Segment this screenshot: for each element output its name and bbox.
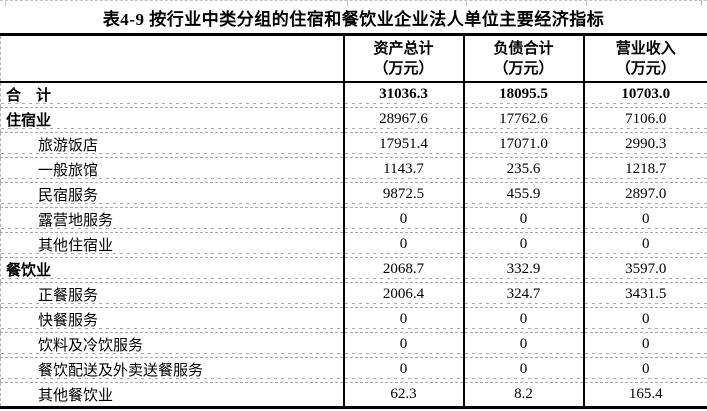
value-cell: 0 [462, 207, 584, 233]
value-cell: 17071.0 [462, 132, 584, 158]
table-row: 其他住宿业 0 0 0 [0, 232, 707, 258]
gridline-tick [466, 0, 467, 6]
value-cell: 0 [342, 307, 464, 333]
row-label: 餐饮业 [0, 257, 344, 283]
value-cell: 235.6 [462, 157, 584, 183]
header-total-assets: 资产总计 （万元） [342, 34, 464, 83]
header-total-liabilities-unit: （万元） [493, 60, 554, 77]
table-row: 餐饮业 2068.7 332.9 3597.0 [0, 257, 707, 283]
value-cell: 0 [342, 207, 464, 233]
header-operating-revenue-unit: （万元） [615, 60, 676, 77]
value-cell: 0 [582, 307, 707, 333]
value-cell: 165.4 [582, 382, 707, 407]
value-cell: 0 [462, 307, 584, 333]
table-row: 合 计 31036.3 18095.5 10703.0 [0, 82, 707, 108]
indicators-table: 资产总计 （万元） 负债合计 （万元） 营业收入 （万元） 合 计 31036.… [0, 33, 707, 409]
value-cell: 0 [342, 232, 464, 258]
row-label: 住宿业 [0, 107, 344, 133]
header-operating-revenue-name: 营业收入 [615, 40, 676, 57]
value-cell: 2006.4 [342, 282, 464, 308]
value-cell: 2068.7 [342, 257, 464, 283]
row-label: 民宿服务 [0, 182, 344, 208]
row-label: 其他住宿业 [0, 232, 344, 258]
value-cell: 455.9 [462, 182, 584, 208]
value-cell: 1218.7 [582, 157, 707, 183]
row-label: 其他餐饮业 [38, 387, 114, 404]
table-row: 露营地服务 0 0 0 [0, 207, 707, 233]
value-cell: 2897.0 [582, 182, 707, 208]
value-cell: 28967.6 [342, 107, 464, 133]
top-gridline [0, 0, 707, 1]
table-row: 旅游饭店 17951.4 17071.0 2990.3 [0, 132, 707, 158]
table-row: 正餐服务 2006.4 324.7 3431.5 [0, 282, 707, 308]
value-cell: 10703.0 [582, 82, 707, 108]
row-label: 合 计 [0, 82, 344, 108]
table-row: 其他餐饮业 62.3 8.2 165.4 [1, 382, 707, 407]
gridline-tick [701, 0, 702, 6]
value-cell: 0 [582, 332, 707, 358]
row-label: 餐饮配送及外卖送餐服务 [0, 357, 344, 383]
value-cell: 332.9 [462, 257, 584, 283]
gridline-tick [347, 0, 348, 6]
table-row: 一般旅馆 1143.7 235.6 1218.7 [0, 157, 707, 183]
table-body: 合 计 31036.3 18095.5 10703.0 住宿业 28967.6 … [0, 82, 707, 407]
value-cell: 0 [342, 332, 464, 358]
table-row: 民宿服务 9872.5 455.9 2897.0 [0, 182, 707, 208]
table-title: 表4-9 按行业中类分组的住宿和餐饮业企业法人单位主要经济指标 [102, 10, 605, 29]
value-cell: 324.7 [462, 282, 584, 308]
header-total-liabilities-name: 负债合计 [493, 40, 554, 57]
value-cell: 0 [582, 232, 707, 258]
value-cell: 0 [342, 357, 464, 383]
value-cell: 0 [462, 332, 584, 358]
value-cell: 7106.0 [582, 107, 707, 133]
gridline-tick [586, 0, 587, 6]
value-cell: 9872.5 [342, 182, 464, 208]
header-total-assets-name: 资产总计 [373, 40, 434, 57]
row-label: 露营地服务 [0, 207, 344, 233]
row-label: 饮料及冷饮服务 [0, 332, 344, 358]
row-label: 旅游饭店 [0, 132, 344, 158]
value-cell: 1143.7 [342, 157, 464, 183]
row-label: 快餐服务 [0, 307, 344, 333]
header-total-assets-unit: （万元） [373, 60, 434, 77]
value-cell: 18095.5 [462, 82, 584, 108]
value-cell: 0 [462, 232, 584, 258]
row-label: 一般旅馆 [0, 157, 344, 183]
value-cell: 0 [582, 207, 707, 233]
value-cell: 3597.0 [582, 257, 707, 283]
value-cell: 31036.3 [342, 82, 464, 108]
value-cell: 8.2 [462, 382, 584, 407]
table-row: 快餐服务 0 0 0 [0, 307, 707, 333]
header-row: 资产总计 （万元） 负债合计 （万元） 营业收入 （万元） [0, 34, 707, 83]
table-row: 住宿业 28967.6 17762.6 7106.0 [0, 107, 707, 133]
value-cell: 0 [462, 357, 584, 383]
row-label: 正餐服务 [0, 282, 344, 308]
table-row: 餐饮配送及外卖送餐服务 0 0 0 [0, 357, 707, 383]
header-total-liabilities: 负债合计 （万元） [462, 34, 584, 83]
value-cell: 17951.4 [342, 132, 464, 158]
value-cell: 17762.6 [462, 107, 584, 133]
header-operating-revenue: 营业收入 （万元） [582, 34, 707, 83]
table-row: 饮料及冷饮服务 0 0 0 [0, 332, 707, 358]
value-cell: 62.3 [342, 382, 464, 407]
gridline-tick [5, 0, 6, 6]
value-cell: 3431.5 [582, 282, 707, 308]
value-cell: 2990.3 [582, 132, 707, 158]
value-cell: 0 [582, 357, 707, 383]
header-row-label-cell [0, 34, 344, 83]
